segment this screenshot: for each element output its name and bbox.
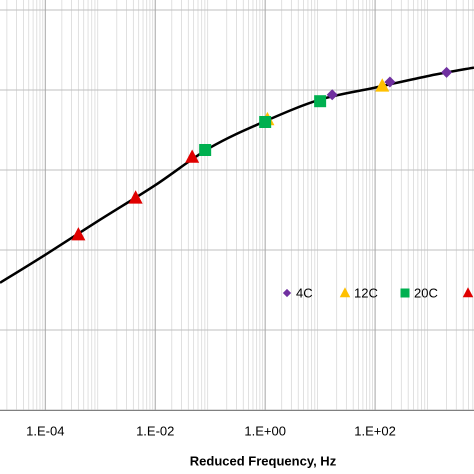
legend-marker [339,287,351,298]
legend-marker [282,288,292,298]
legend-label: 4C [296,285,313,300]
curve [0,66,474,284]
legend-label: 12C [354,285,378,300]
point [128,190,143,204]
point [199,144,212,156]
point [71,227,86,241]
point [375,78,390,92]
point [185,149,200,163]
point [384,76,396,88]
point [314,95,327,108]
x-tick-label: 1.E+00 [244,423,286,438]
legend-marker [462,287,474,298]
legend-marker [400,288,410,298]
point [259,116,272,128]
point [441,66,453,78]
x-tick-label: 1.E-02 [136,423,174,438]
x-tick-label: 1.E+02 [354,423,396,438]
legend-label: 20C [414,285,438,300]
x-tick-label: 1.E-04 [26,423,64,438]
x-axis-title: Reduced Frequency, Hz [190,453,337,468]
point [326,89,338,101]
